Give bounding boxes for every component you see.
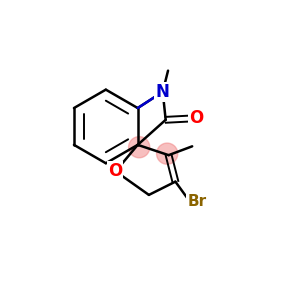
Text: Br: Br	[187, 194, 206, 209]
Text: O: O	[108, 162, 122, 180]
Circle shape	[157, 143, 178, 164]
Text: O: O	[189, 109, 203, 127]
Circle shape	[129, 136, 150, 158]
Text: N: N	[156, 83, 170, 101]
